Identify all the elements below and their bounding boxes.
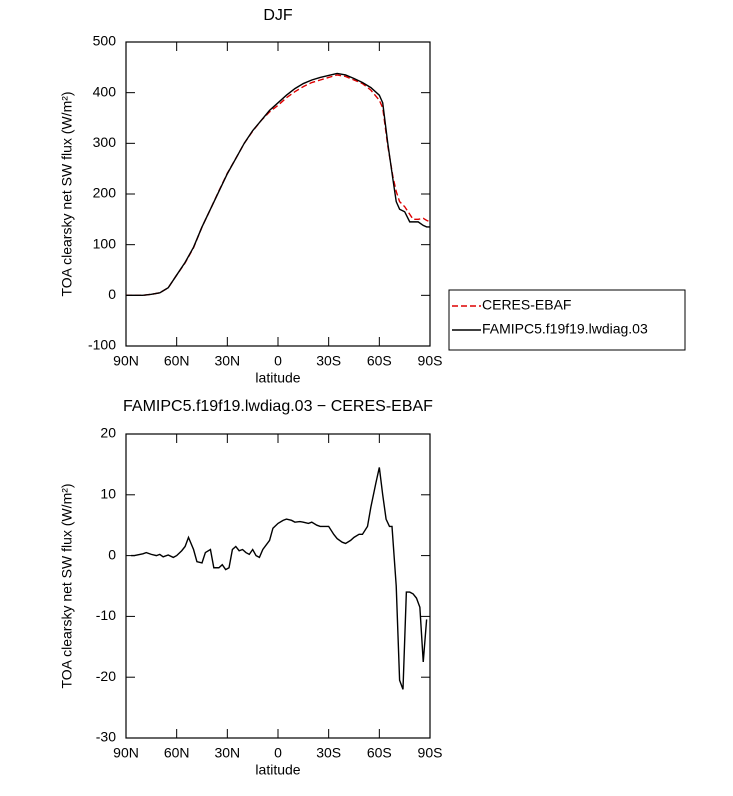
x-tick-label: 0 <box>274 353 282 369</box>
legend-box <box>448 289 686 351</box>
x-tick-label: 90N <box>113 745 139 761</box>
y-tick-label: 100 <box>93 235 117 251</box>
x-tick-label: 90S <box>418 745 443 761</box>
x-tick-label: 30S <box>316 353 341 369</box>
x-axis-label: latitude <box>255 370 300 386</box>
data-line <box>131 467 428 690</box>
y-tick-label: 300 <box>93 134 117 150</box>
chart-title: DJF <box>263 7 293 24</box>
plot-frame <box>125 41 431 347</box>
chart-title: FAMIPC5.f19f19.lwdiag.03 − CERES-EBAF <box>123 398 433 415</box>
x-axis-label: latitude <box>255 762 300 778</box>
y-tick-label: -100 <box>88 337 116 353</box>
data-line <box>126 72 430 297</box>
y-tick-label: -10 <box>96 607 116 623</box>
y-tick-label: 200 <box>93 185 117 201</box>
x-tick-label: 60N <box>164 353 190 369</box>
y-tick-label: 500 <box>93 33 117 49</box>
y-axis-label: TOA clearsky net SW flux (W/m²) <box>59 91 75 296</box>
y-tick-label: 20 <box>100 425 116 441</box>
y-tick-label: 10 <box>100 486 116 502</box>
legend-label: CERES-EBAF <box>482 297 571 313</box>
x-tick-label: 30N <box>214 745 240 761</box>
y-tick-label: 400 <box>93 83 117 99</box>
y-tick-label: -20 <box>96 668 116 684</box>
x-tick-label: 60N <box>164 745 190 761</box>
y-tick-label: -30 <box>96 729 116 745</box>
legend-label: FAMIPC5.f19f19.lwdiag.03 <box>482 321 648 337</box>
x-tick-label: 30S <box>316 745 341 761</box>
x-tick-label: 0 <box>274 745 282 761</box>
x-tick-label: 90S <box>418 353 443 369</box>
plot-frame <box>125 433 431 739</box>
x-tick-label: 60S <box>367 745 392 761</box>
y-axis-label: TOA clearsky net SW flux (W/m²) <box>59 483 75 688</box>
y-tick-label: 0 <box>108 546 116 562</box>
data-line <box>126 74 431 297</box>
y-tick-label: 0 <box>108 286 116 302</box>
x-tick-label: 90N <box>113 353 139 369</box>
x-tick-label: 60S <box>367 353 392 369</box>
x-tick-label: 30N <box>214 353 240 369</box>
